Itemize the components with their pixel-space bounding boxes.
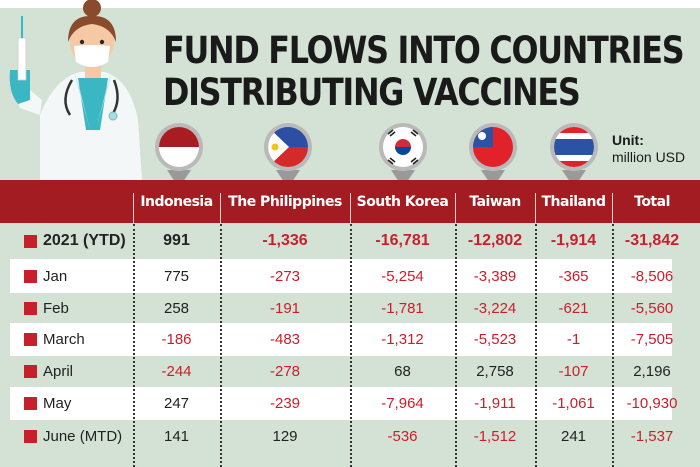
cell: -239 bbox=[269, 395, 301, 412]
cell: 68 bbox=[394, 363, 411, 380]
cell: -186 bbox=[161, 331, 192, 348]
cell: 2,196 bbox=[633, 363, 671, 380]
cell: -31,842 bbox=[624, 232, 680, 249]
cell: 775 bbox=[163, 267, 190, 285]
bullet-icon bbox=[24, 234, 37, 248]
cell: -10,930 bbox=[626, 395, 678, 412]
cell: -1,312 bbox=[381, 331, 424, 348]
cell: -7,505 bbox=[630, 331, 674, 348]
chart-title: FUND FLOWS INTO COUNTRIES DISTRIBUTING V… bbox=[163, 29, 685, 114]
cell: -1,781 bbox=[381, 299, 424, 317]
cell: -1,061 bbox=[552, 395, 595, 412]
bullet-icon bbox=[24, 430, 37, 443]
row-label-text: March bbox=[43, 331, 85, 348]
philippines-flag-icon bbox=[264, 123, 312, 188]
column-divider bbox=[535, 224, 537, 467]
cell: 141 bbox=[163, 428, 190, 445]
title-line-2: DISTRIBUTING VACCINES bbox=[163, 71, 581, 114]
column-divider bbox=[133, 224, 135, 467]
row-label-text: May bbox=[43, 395, 72, 412]
cell: -191 bbox=[269, 299, 301, 317]
bullet-icon bbox=[24, 301, 37, 315]
cell: -1,914 bbox=[550, 232, 597, 249]
cell: -1,537 bbox=[630, 428, 674, 445]
column-header-indonesia: Indonesia bbox=[140, 193, 213, 210]
row-bg bbox=[10, 387, 672, 420]
column-divider bbox=[455, 224, 457, 467]
cell: -8,506 bbox=[630, 267, 674, 285]
header-divider bbox=[612, 193, 613, 225]
title-line-1: FUND FLOWS INTO COUNTRIES bbox=[163, 29, 685, 72]
cell: -278 bbox=[269, 363, 301, 380]
cell: -16,781 bbox=[375, 232, 430, 249]
bullet-icon bbox=[24, 269, 37, 283]
row-bg bbox=[10, 259, 672, 293]
indonesia-flag-icon bbox=[155, 123, 203, 188]
cell: -273 bbox=[269, 267, 301, 285]
cell: -1 bbox=[566, 331, 581, 348]
header-divider bbox=[350, 193, 351, 225]
column-header-thailand: Thailand bbox=[541, 193, 607, 210]
cell: -1,336 bbox=[262, 232, 308, 249]
cell: -12,802 bbox=[467, 232, 523, 249]
row-label-text: April bbox=[43, 363, 74, 380]
south-korea-flag-icon bbox=[379, 123, 427, 188]
cell: -7,964 bbox=[381, 395, 424, 412]
cell: -483 bbox=[269, 331, 301, 348]
row-label: 2021 (YTD) bbox=[24, 224, 134, 258]
row-label-text: Feb bbox=[43, 299, 69, 317]
row-label: Feb bbox=[24, 293, 134, 323]
cell: -3,224 bbox=[473, 299, 517, 317]
cell: -3,389 bbox=[473, 267, 517, 285]
row-label-text: Jan bbox=[43, 267, 68, 285]
cell: -5,523 bbox=[473, 331, 517, 348]
column-header-philippines: The Philippines bbox=[228, 193, 342, 210]
row-label: Jan bbox=[24, 259, 134, 293]
bullet-icon bbox=[24, 397, 37, 410]
cell: 129 bbox=[272, 428, 298, 445]
header-divider bbox=[455, 193, 456, 225]
cell: -536 bbox=[387, 428, 418, 445]
row-bg bbox=[10, 323, 672, 356]
cell: -5,560 bbox=[630, 299, 674, 317]
cell: -1,512 bbox=[473, 428, 517, 445]
column-header-taiwan: Taiwan bbox=[469, 193, 521, 210]
cell: 247 bbox=[163, 395, 190, 412]
cell: 991 bbox=[163, 232, 190, 249]
header-divider bbox=[535, 193, 536, 225]
unit-value: million USD bbox=[612, 149, 686, 165]
column-divider bbox=[350, 224, 352, 467]
row-label: May bbox=[24, 387, 134, 420]
top-margin bbox=[0, 0, 700, 8]
column-header-total: Total bbox=[634, 193, 670, 210]
row-label: March bbox=[24, 323, 134, 356]
cell: -621 bbox=[558, 299, 589, 317]
row-label-text: June (MTD) bbox=[43, 428, 123, 445]
unit-note: Unit: million USD bbox=[612, 132, 685, 166]
taiwan-flag-icon bbox=[469, 123, 517, 188]
cell: -1,911 bbox=[474, 395, 516, 412]
thailand-flag-icon bbox=[550, 123, 598, 188]
bullet-icon bbox=[24, 365, 37, 378]
column-header-south-korea: South Korea bbox=[356, 193, 449, 210]
row-label-text: 2021 (YTD) bbox=[43, 232, 126, 249]
column-divider bbox=[220, 224, 222, 467]
cell: -5,254 bbox=[381, 267, 424, 285]
nurse-with-syringe-icon bbox=[0, 0, 150, 180]
unit-label: Unit: bbox=[612, 132, 644, 148]
cell: 258 bbox=[163, 299, 190, 317]
bullet-icon bbox=[24, 333, 37, 346]
cell: 2,758 bbox=[476, 363, 514, 380]
cell: -107 bbox=[558, 363, 589, 380]
header-divider bbox=[220, 193, 221, 225]
column-divider bbox=[612, 224, 614, 467]
cell: -365 bbox=[558, 267, 589, 285]
cell: -244 bbox=[161, 363, 192, 380]
cell: 241 bbox=[560, 428, 587, 445]
header-divider bbox=[133, 193, 134, 225]
row-label: April bbox=[24, 356, 134, 387]
row-label: June (MTD) bbox=[24, 420, 134, 453]
